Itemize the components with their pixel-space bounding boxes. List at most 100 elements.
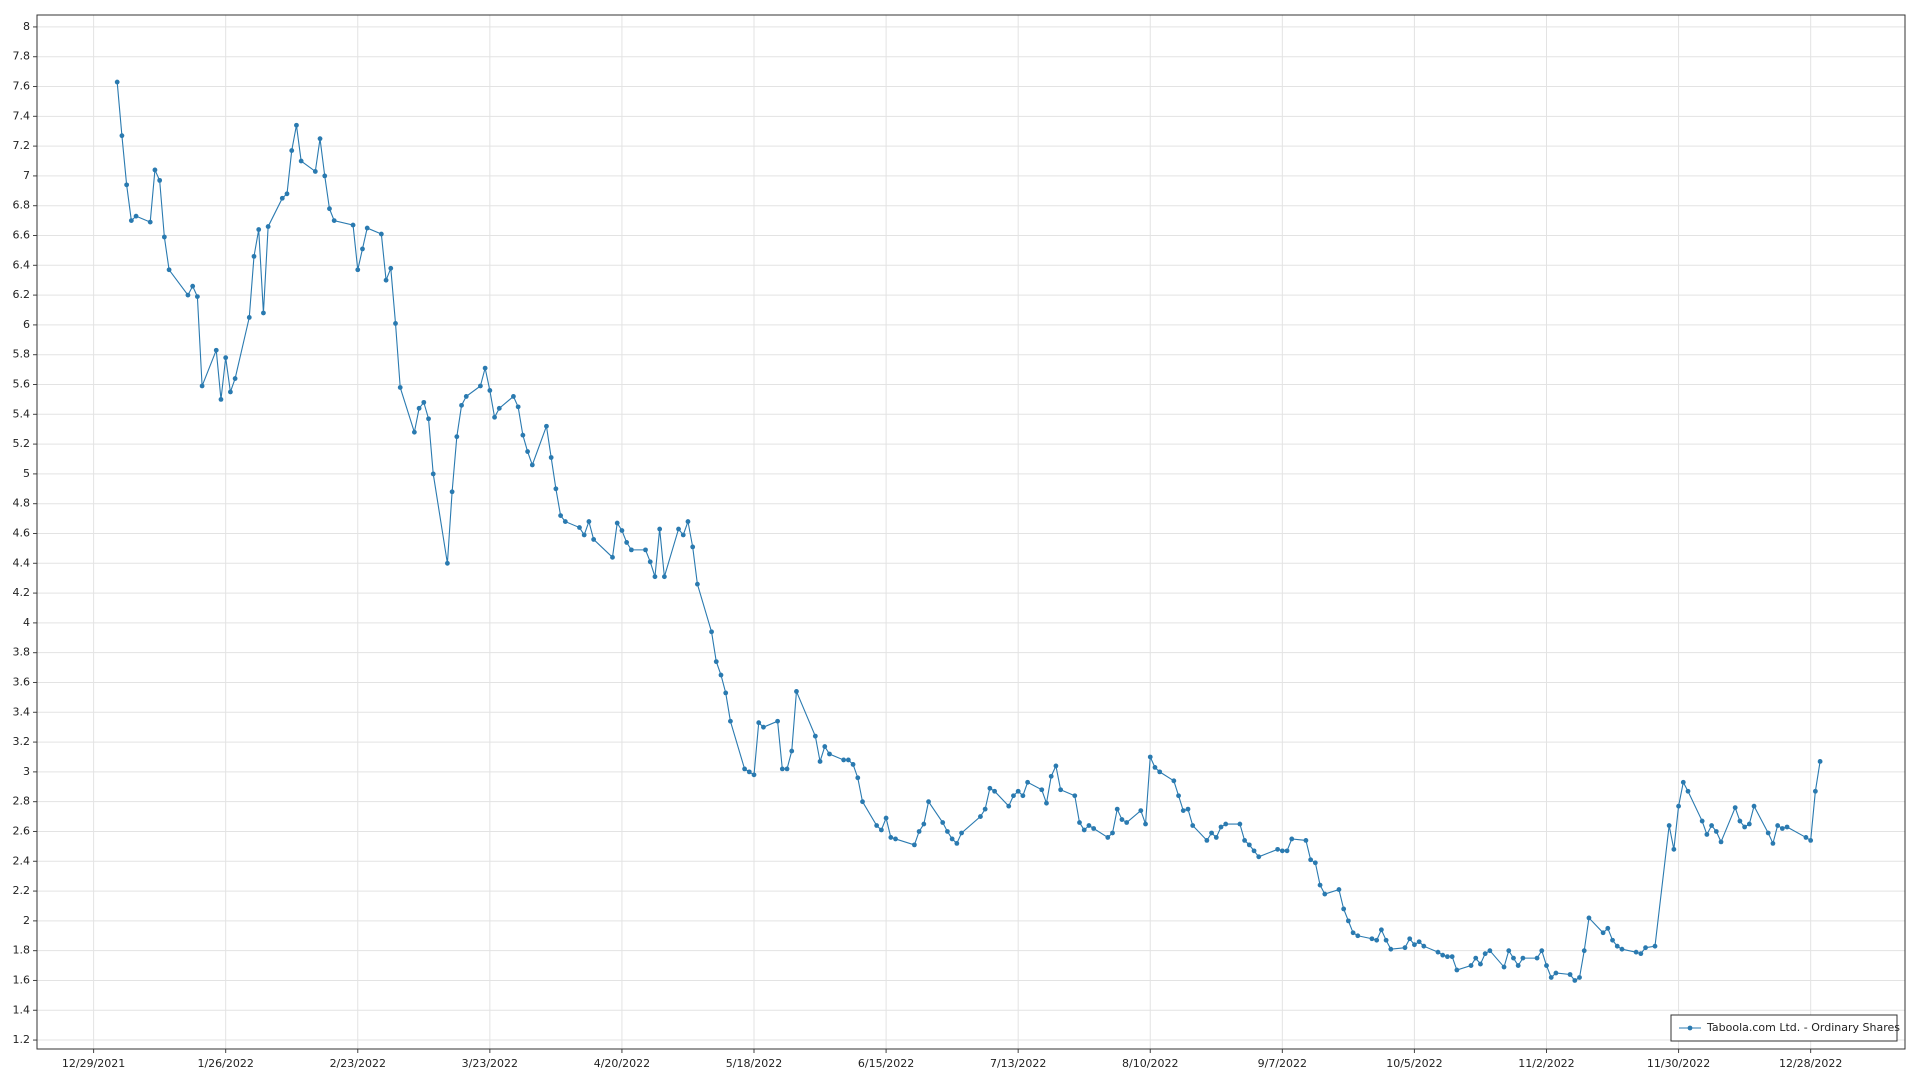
x-tick-label: 12/28/2022: [1779, 1057, 1842, 1070]
data-point: [775, 718, 780, 724]
data-point: [1699, 818, 1705, 824]
y-tick-label: 7.4: [13, 109, 31, 122]
legend-box: [1670, 1014, 1898, 1042]
data-point: [959, 830, 964, 836]
data-point: [317, 136, 323, 142]
data-point: [1454, 967, 1460, 973]
data-point: [426, 416, 431, 422]
data-point: [1204, 838, 1210, 843]
y-tick-label: 4.6: [13, 526, 31, 539]
data-point: [529, 462, 535, 468]
data-point: [161, 234, 167, 240]
data-point: [157, 177, 163, 183]
data-point: [1478, 961, 1483, 967]
data-point: [411, 429, 417, 435]
data-point: [1350, 930, 1356, 936]
data-point: [350, 222, 356, 228]
data-point: [1638, 951, 1644, 957]
data-point: [911, 842, 917, 848]
data-point: [1671, 846, 1677, 852]
data-point: [1402, 945, 1408, 951]
data-point: [1378, 927, 1384, 933]
x-tick-label: 1/26/2022: [197, 1057, 253, 1070]
data-point: [1600, 930, 1606, 936]
data-point: [1534, 955, 1540, 961]
data-point: [1704, 832, 1710, 837]
data-point: [845, 757, 851, 763]
data-point: [449, 489, 455, 495]
data-point: [279, 195, 285, 201]
data-point: [1676, 803, 1681, 809]
data-point: [1765, 830, 1771, 836]
data-point: [1709, 823, 1714, 828]
data-point: [284, 191, 290, 197]
data-point: [1784, 824, 1790, 830]
data-point: [1685, 788, 1691, 794]
data-point: [1039, 787, 1045, 793]
y-tick-label: 4.8: [13, 497, 31, 510]
data-point: [1336, 887, 1342, 892]
y-tick-label: 5.8: [13, 348, 31, 361]
legend: Taboola.com Ltd. - Ordinary Shares: [1670, 1014, 1900, 1042]
data-point: [128, 218, 134, 224]
data-point: [166, 267, 172, 273]
data-point: [893, 836, 898, 842]
y-tick-label: 2.8: [13, 795, 31, 808]
data-point: [482, 365, 488, 371]
data-point: [827, 751, 832, 757]
data-point: [728, 718, 733, 724]
data-point: [1190, 823, 1196, 828]
data-point: [949, 836, 955, 842]
data-point: [114, 79, 120, 85]
data-point: [1468, 963, 1474, 968]
data-point: [614, 520, 620, 526]
data-point: [1416, 939, 1422, 945]
data-point: [1680, 779, 1686, 785]
data-point: [1633, 949, 1639, 955]
data-point: [185, 292, 191, 298]
data-point: [1553, 970, 1559, 976]
data-point: [676, 526, 681, 532]
data-point: [1218, 824, 1224, 830]
data-point: [218, 396, 224, 402]
data-point: [1586, 915, 1592, 921]
data-point: [1567, 972, 1573, 977]
legend-label: Taboola.com Ltd. - Ordinary Shares: [1706, 1021, 1900, 1034]
y-tick-label: 2.4: [13, 854, 31, 867]
data-point: [1770, 840, 1776, 846]
data-point: [1246, 842, 1252, 848]
data-point: [628, 547, 634, 553]
y-tick-label: 5.4: [13, 407, 31, 420]
data-point: [661, 574, 667, 580]
data-point: [1619, 946, 1625, 952]
data-point: [657, 526, 663, 532]
data-point: [1746, 821, 1752, 827]
data-point: [511, 394, 516, 399]
y-tick-label: 5: [23, 467, 30, 480]
data-point: [690, 544, 696, 550]
y-tick-label: 8: [23, 20, 30, 33]
data-point: [1643, 945, 1648, 951]
data-point: [680, 532, 686, 538]
data-point: [794, 689, 799, 694]
data-point: [1440, 952, 1446, 958]
data-point: [327, 206, 332, 212]
data-point: [1303, 838, 1309, 843]
x-tick-label: 2/23/2022: [330, 1057, 386, 1070]
data-point: [544, 423, 549, 429]
data-point: [713, 659, 719, 665]
data-point: [1473, 955, 1479, 961]
data-point: [822, 744, 828, 749]
data-point: [119, 133, 125, 139]
data-point: [1374, 937, 1380, 943]
data-point: [1369, 936, 1375, 942]
data-point: [1520, 955, 1526, 961]
y-tick-label: 3.8: [13, 646, 31, 659]
data-point: [841, 757, 847, 763]
data-point: [685, 519, 691, 524]
data-point: [1812, 788, 1818, 794]
data-point: [1138, 808, 1144, 814]
data-point: [1256, 854, 1262, 860]
data-point: [695, 581, 700, 587]
data-point: [190, 283, 196, 289]
